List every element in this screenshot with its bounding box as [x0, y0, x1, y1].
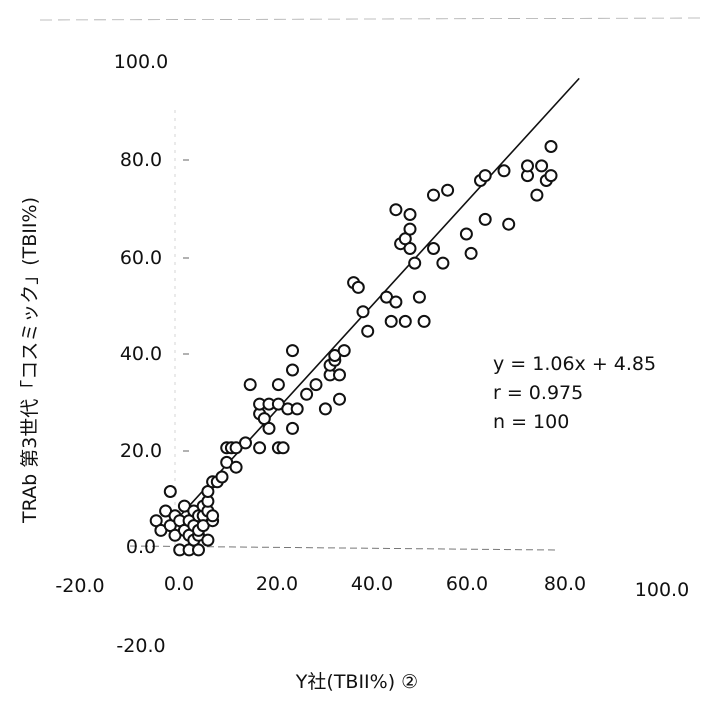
data-point [436, 256, 450, 270]
data-point [333, 368, 346, 382]
data-point [403, 208, 417, 221]
data-point [478, 169, 492, 183]
data-point [318, 402, 332, 416]
data-point [478, 212, 492, 226]
data-point [417, 314, 431, 328]
x-tick-label: 20.0 [256, 573, 298, 595]
data-point [535, 159, 549, 173]
annotation-line: y = 1.06x + 4.85 [493, 353, 656, 375]
y-tick-label: 80.0 [120, 149, 162, 171]
data-point [229, 460, 243, 474]
data-point [441, 183, 455, 197]
data-point [337, 344, 351, 358]
data-point [333, 392, 346, 406]
data-point [384, 314, 398, 328]
data-point [201, 533, 215, 547]
data-point [192, 543, 205, 557]
data-point [389, 295, 403, 309]
axes [39, 17, 701, 551]
data-point [403, 222, 417, 236]
y-tick-label: 0.0 [126, 536, 156, 558]
data-point [163, 485, 177, 498]
data-point [427, 242, 440, 255]
x-tick-label: 0.0 [164, 573, 194, 595]
data-point [286, 421, 299, 435]
x-tick-label: 100.0 [635, 579, 689, 601]
data-point [309, 378, 323, 392]
data-point [427, 188, 440, 202]
y-tick-labels: 100.0 80.0 60.0 40.0 20.0 0.0 -20.0 [114, 51, 189, 657]
x-tick-labels: -20.0 0.0 20.0 40.0 60.0 80.0 100.0 [55, 573, 689, 601]
statistics-annotation: y = 1.06x + 4.85 r = 0.975 n = 100 [493, 353, 656, 433]
data-point [253, 441, 267, 455]
regression-line-group [166, 77, 580, 531]
y-tick-label: 40.0 [120, 343, 162, 365]
y-tick-label: -20.0 [116, 635, 165, 657]
data-point [521, 159, 534, 173]
data-point [271, 378, 285, 392]
data-point [412, 290, 426, 304]
x-tick-label: 40.0 [351, 573, 393, 595]
y-axis-label: TRAb 第3世代「コスミック」(TBII%) [19, 197, 41, 524]
data-point [206, 509, 220, 523]
data-point [356, 305, 370, 319]
annotation-line: n = 100 [493, 411, 569, 433]
data-point [276, 441, 290, 455]
data-point [464, 246, 478, 260]
data-point [530, 188, 544, 202]
x-tick-label: -20.0 [55, 575, 104, 597]
data-point [215, 470, 229, 484]
data-point [286, 363, 299, 377]
x-tick-label: 60.0 [446, 573, 488, 595]
data-point [361, 324, 375, 338]
data-point [544, 140, 558, 153]
data-point [262, 421, 276, 435]
data-point [300, 387, 314, 401]
data-point [403, 242, 417, 255]
y-tick-label: 100.0 [114, 51, 168, 73]
data-point [389, 203, 403, 217]
data-point [497, 164, 511, 178]
data-point [502, 217, 516, 231]
regression-line [166, 77, 580, 531]
data-point [544, 169, 558, 183]
data-point [408, 256, 422, 270]
data-point [459, 227, 473, 241]
y-tick-label: 20.0 [120, 440, 162, 462]
x-tick-label: 80.0 [544, 573, 586, 595]
data-point [286, 344, 299, 358]
annotation-line: r = 0.975 [493, 382, 583, 404]
x-axis-label: Y社(TBII%) ② [295, 671, 418, 693]
y-tick-label: 60.0 [120, 247, 162, 269]
data-point [351, 280, 365, 294]
top-border-line [39, 17, 701, 21]
data-point [239, 436, 252, 450]
data-point [243, 378, 257, 392]
data-points [149, 140, 558, 557]
data-point [290, 402, 304, 416]
data-point [398, 314, 412, 328]
